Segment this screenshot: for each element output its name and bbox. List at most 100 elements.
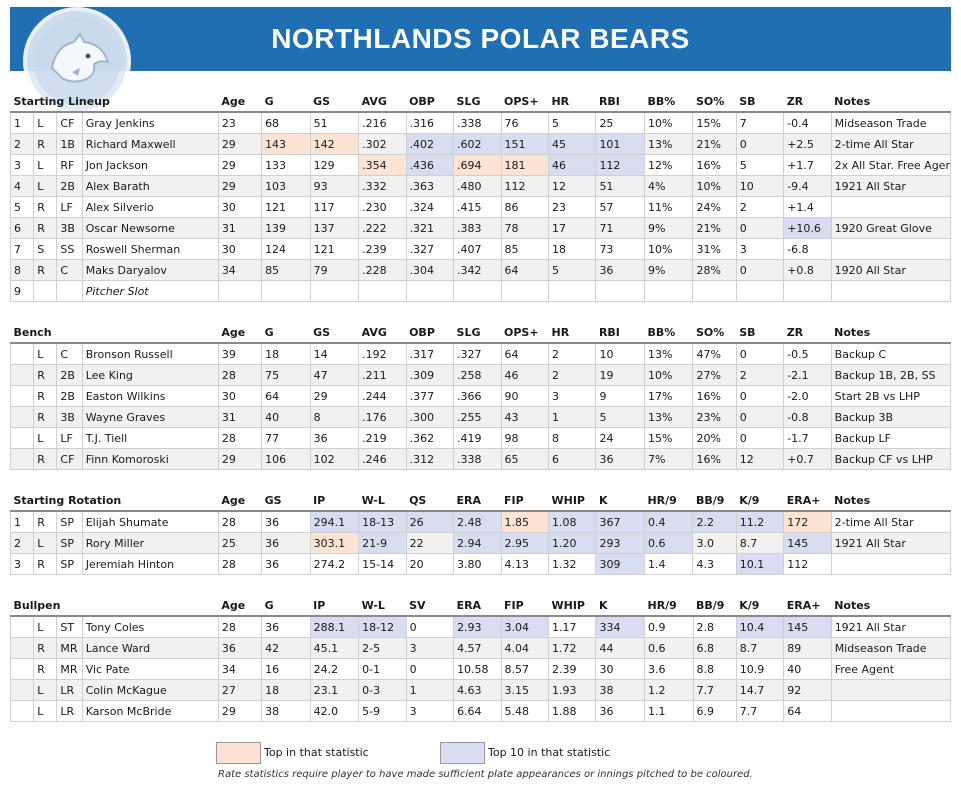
table-cell: 36 [261, 553, 311, 575]
table-cell: 0 [735, 133, 785, 155]
table-row: R 2B Lee King 28 75 47.211.309.258 46 2 19 10% 27%… [9, 364, 952, 386]
table-cell: 1.32 [547, 553, 597, 575]
table-cell: 2 [9, 133, 35, 155]
table-cell: 36 [309, 427, 360, 449]
legend-top-label: Top in that statistic [264, 746, 369, 759]
table-cell: 1.88 [547, 700, 597, 722]
table-cell: 1 [9, 510, 35, 533]
table-cell: 43 [500, 406, 549, 428]
table-cell: 0 [735, 342, 785, 365]
table-cell: 5 [547, 111, 597, 134]
table-cell: .354 [358, 154, 407, 176]
team-title: NORTHLANDS POLAR BEARS [271, 23, 690, 54]
table-cell: .480 [453, 175, 502, 197]
table-cell: .258 [453, 364, 502, 386]
table-cell: 8.7 [735, 637, 785, 659]
table-cell: 1921 All Star [830, 175, 952, 197]
table-cell [830, 280, 952, 302]
table-cell: 27 [217, 679, 263, 701]
table-cell: 8.8 [692, 658, 737, 680]
table-cell: .192 [358, 342, 407, 365]
table-cell: 9 [595, 385, 645, 407]
column-header: GS [310, 92, 359, 113]
table-cell: 30 [217, 238, 263, 260]
table-cell: 1.08 [547, 510, 597, 533]
rotation-table: Starting Rotation Age GS IP W-L QS ERA FIP WHIP K… [9, 491, 952, 575]
column-header: G [261, 92, 311, 113]
table-cell: 5 [547, 259, 597, 281]
table-cell: LR [56, 700, 83, 722]
table-cell: Rory Miller [81, 532, 219, 554]
table-cell: 36 [261, 510, 311, 533]
table-cell: 2 [735, 364, 785, 386]
table-cell: 28 [217, 427, 263, 449]
table-cell: 23 [217, 111, 263, 134]
table-cell: 11.2 [735, 510, 785, 533]
table-cell: 129 [309, 154, 360, 176]
table-cell: LR [56, 679, 83, 701]
column-header: Age [218, 92, 262, 113]
table-row: 8 R C Maks Daryalov 34 85 79.228.304.342 64 5 36 9… [9, 259, 952, 281]
table-cell: 36 [595, 448, 645, 470]
table-cell: +1.4 [783, 196, 832, 218]
table-cell: 45.1 [309, 637, 360, 659]
table-cell: 121 [309, 238, 360, 260]
table-cell: 29 [217, 133, 263, 155]
table-cell: +10.6 [783, 217, 832, 239]
table-cell: R [33, 217, 58, 239]
column-header: K/9 [736, 596, 784, 617]
table-cell: 29 [217, 700, 263, 722]
table-cell: L [33, 532, 58, 554]
team-title-banner: NORTHLANDS POLAR BEARS [10, 7, 951, 71]
table-cell [9, 342, 35, 365]
column-header: G [261, 596, 311, 617]
table-cell: SP [56, 532, 83, 554]
column-header: HR [548, 92, 596, 113]
table-cell: .304 [405, 259, 455, 281]
table-cell: 288.1 [309, 615, 360, 638]
table-cell: 23.1 [309, 679, 360, 701]
table-cell [595, 280, 645, 302]
table-cell: 7% [643, 448, 694, 470]
table-cell: .419 [453, 427, 502, 449]
table-cell: L [33, 154, 58, 176]
table-cell: 65 [500, 448, 549, 470]
table-cell: .338 [453, 448, 502, 470]
table-cell: CF [56, 111, 83, 134]
column-header: AVG [358, 323, 407, 344]
table-cell: Oscar Newsome [81, 217, 219, 239]
table-cell: 75 [261, 364, 311, 386]
column-header: QS [406, 491, 454, 512]
table-cell: Backup CF vs LHP [830, 448, 952, 470]
table-cell: 8 [309, 406, 360, 428]
column-header: FIP [501, 596, 549, 617]
table-cell: -0.8 [783, 406, 832, 428]
column-header: ERA+ [783, 491, 832, 512]
table-cell: 8 [9, 259, 35, 281]
table-cell: 25 [595, 111, 645, 134]
table-cell: .362 [405, 427, 455, 449]
table-cell: -1.7 [783, 427, 832, 449]
table-cell [453, 280, 502, 302]
table-cell [830, 238, 952, 260]
table-cell: 2 [735, 196, 785, 218]
table-cell: 303.1 [309, 532, 360, 554]
column-header: WHIP [548, 596, 596, 617]
table-cell: 10.4 [735, 615, 785, 638]
table-cell: .377 [405, 385, 455, 407]
legend: Top in that statistic Top 10 in that sta… [0, 742, 961, 764]
table-cell: 0 [735, 259, 785, 281]
table-cell [9, 448, 35, 470]
table-cell: 0.6 [643, 532, 694, 554]
table-cell: 5 [735, 154, 785, 176]
table-cell: .222 [358, 217, 407, 239]
column-header: SB [736, 92, 784, 113]
table-cell [830, 679, 952, 701]
table-row: R MR Vic Pate 34 16 24.2 0-1 0 10.58 8.57 2.39 30 3.… [9, 658, 952, 680]
table-cell: 31% [692, 238, 737, 260]
table-cell: ST [56, 615, 83, 638]
table-cell [9, 700, 35, 722]
table-cell: L [33, 679, 58, 701]
table-cell: 24 [595, 427, 645, 449]
table-cell: SP [56, 510, 83, 533]
